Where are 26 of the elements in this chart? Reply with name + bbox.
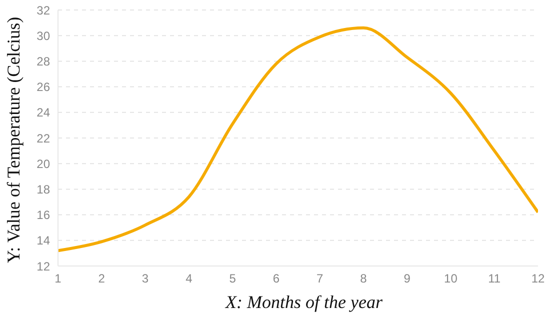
y-tick-label: 18 [36,182,50,196]
y-tick-label: 16 [36,208,50,222]
y-tick-label: 26 [36,80,50,94]
x-tick-label: 11 [488,272,501,286]
line-series [58,26,538,252]
x-tick-label: 5 [229,272,236,286]
y-tick-label: 22 [36,131,50,146]
x-tick-label: 7 [316,272,324,286]
y-tick-label: 32 [36,3,50,18]
x-axis-title: X: Months of the year [224,292,384,313]
x-tick-label: 3 [142,272,149,286]
x-tick-label: 8 [360,272,368,286]
y-tick-label: 12 [36,259,50,274]
y-tick-label: 24 [36,106,50,120]
x-tick-label: 6 [272,272,280,286]
y-tick-label: 20 [36,156,50,171]
x-tick-label: 4 [186,272,193,286]
y-tick-label: 28 [36,54,50,68]
x-tick-label: 2 [98,272,106,286]
y-tick-label: 30 [36,28,50,43]
x-tick-label: 12 [531,272,545,286]
y-tick-label: 14 [36,234,50,248]
x-tick-label: 9 [404,272,411,286]
y-axis-title: Y: Value of Temperature (Celcius) [4,16,24,264]
x-tick-label: 10 [444,272,458,286]
x-tick-label: 1 [54,272,62,286]
